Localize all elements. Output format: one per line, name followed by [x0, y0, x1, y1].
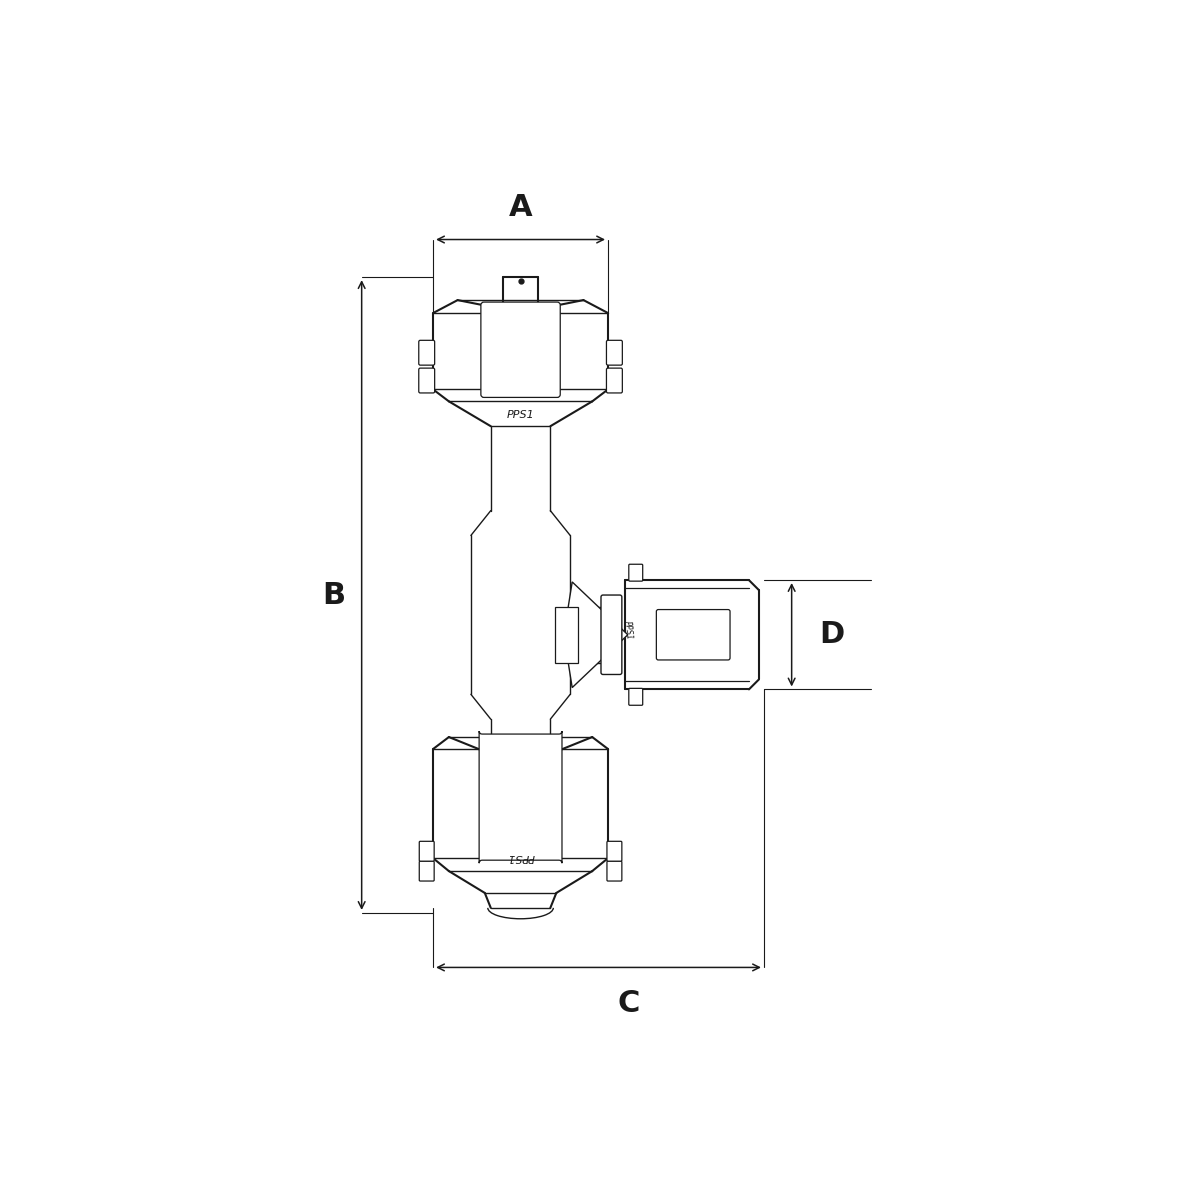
Text: PPS1: PPS1	[506, 852, 534, 863]
FancyBboxPatch shape	[607, 841, 622, 862]
FancyBboxPatch shape	[606, 341, 623, 365]
FancyBboxPatch shape	[656, 610, 730, 660]
Polygon shape	[569, 582, 628, 688]
FancyBboxPatch shape	[481, 302, 560, 397]
FancyBboxPatch shape	[607, 862, 622, 881]
Text: PPS1: PPS1	[623, 620, 634, 640]
FancyBboxPatch shape	[556, 607, 578, 662]
FancyBboxPatch shape	[601, 595, 622, 674]
Text: B: B	[323, 581, 346, 610]
FancyBboxPatch shape	[419, 841, 434, 862]
Text: PPS1: PPS1	[506, 410, 534, 420]
FancyBboxPatch shape	[629, 564, 643, 581]
FancyBboxPatch shape	[629, 689, 643, 706]
Text: A: A	[509, 193, 533, 222]
FancyBboxPatch shape	[419, 368, 434, 392]
FancyBboxPatch shape	[479, 731, 562, 863]
FancyBboxPatch shape	[606, 368, 623, 392]
Text: D: D	[820, 620, 845, 649]
FancyBboxPatch shape	[419, 862, 434, 881]
Text: C: C	[617, 989, 640, 1019]
FancyBboxPatch shape	[419, 341, 434, 365]
